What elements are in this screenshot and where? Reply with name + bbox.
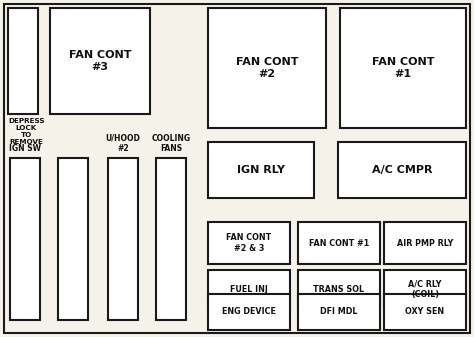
- Bar: [384, 270, 466, 308]
- Bar: [208, 222, 290, 264]
- Text: IGN RLY: IGN RLY: [237, 165, 285, 175]
- Text: IGN SW: IGN SW: [9, 144, 41, 153]
- Text: FAN CONT
#3: FAN CONT #3: [69, 50, 131, 72]
- Bar: [298, 294, 380, 330]
- Bar: [8, 8, 38, 114]
- Text: FAN CONT
#2 & 3: FAN CONT #2 & 3: [227, 233, 272, 253]
- Text: U/HOOD
#2: U/HOOD #2: [106, 133, 140, 153]
- Text: COOLING
FANS: COOLING FANS: [151, 133, 191, 153]
- Bar: [298, 270, 380, 308]
- Text: FAN CONT #1: FAN CONT #1: [309, 239, 369, 247]
- Text: AIR PMP RLY: AIR PMP RLY: [397, 239, 453, 247]
- Text: A/C CMPR: A/C CMPR: [372, 165, 432, 175]
- Text: FUEL INJ: FUEL INJ: [230, 284, 268, 294]
- Bar: [10, 158, 40, 320]
- Text: TRANS SOL: TRANS SOL: [313, 284, 365, 294]
- Text: DEPRESS
LOCK
TO
REMOVE: DEPRESS LOCK TO REMOVE: [8, 118, 45, 145]
- Text: FAN CONT
#2: FAN CONT #2: [236, 57, 298, 79]
- Text: DFI MDL: DFI MDL: [320, 307, 358, 316]
- Bar: [208, 142, 314, 198]
- Bar: [384, 222, 466, 264]
- Bar: [208, 8, 326, 128]
- Bar: [384, 294, 466, 330]
- Bar: [108, 158, 138, 320]
- Bar: [58, 158, 88, 320]
- Text: OXY SEN: OXY SEN: [405, 307, 445, 316]
- Bar: [156, 158, 186, 320]
- Bar: [340, 8, 466, 128]
- Bar: [298, 222, 380, 264]
- Text: FAN CONT
#1: FAN CONT #1: [372, 57, 434, 79]
- Text: ENG DEVICE: ENG DEVICE: [222, 307, 276, 316]
- Bar: [208, 294, 290, 330]
- Bar: [338, 142, 466, 198]
- Bar: [50, 8, 150, 114]
- Text: A/C RLY
(COIL): A/C RLY (COIL): [408, 279, 442, 299]
- Bar: [208, 270, 290, 308]
